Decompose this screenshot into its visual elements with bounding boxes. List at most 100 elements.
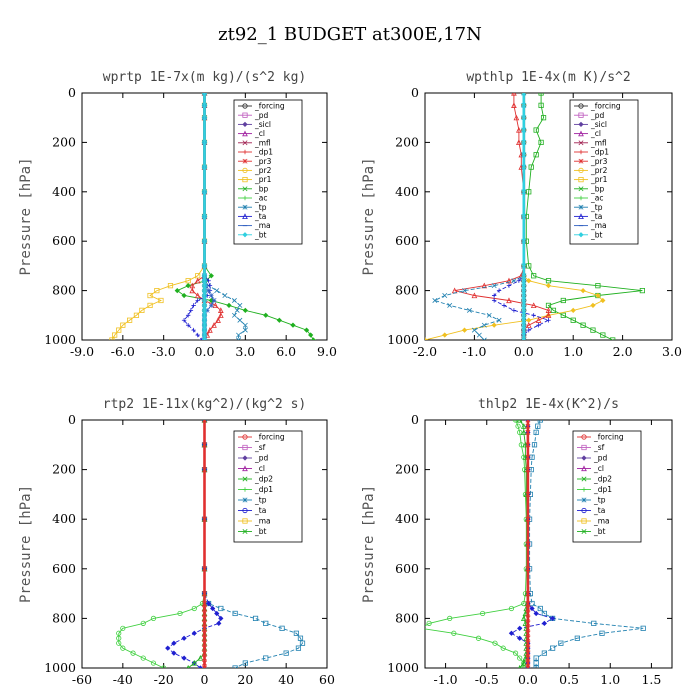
series-point-tp <box>283 650 289 656</box>
y-tick-label: 800 <box>52 283 76 298</box>
legend-marker <box>581 476 587 482</box>
series-point-bp <box>545 278 552 284</box>
series-point-ta <box>206 278 211 283</box>
series-point-dp1 <box>513 114 520 121</box>
series-group <box>425 93 645 340</box>
series-point-dp2 <box>522 441 529 448</box>
series-point-ta <box>511 308 517 313</box>
series-point-ta <box>496 288 502 293</box>
series-point-ta <box>191 630 197 636</box>
series-point-bt <box>521 273 527 279</box>
legend-label: _pr1 <box>590 175 608 184</box>
series-point-tp <box>496 317 502 323</box>
series-point-pr2 <box>127 317 133 323</box>
series-point-tp <box>531 442 538 448</box>
legend-marker <box>578 232 584 238</box>
series-point-tp <box>466 307 472 313</box>
series-point-forcing <box>525 630 531 636</box>
y-tick-label: 400 <box>395 511 419 526</box>
series-point-forcing <box>202 467 207 473</box>
series-point-dp1 <box>419 626 423 630</box>
series-point-tp <box>293 630 299 636</box>
legend-label: _ma <box>590 221 607 230</box>
series-point-bp <box>276 317 282 323</box>
series-point-tp <box>299 640 306 646</box>
series-point-bt <box>201 287 208 294</box>
legend-marker <box>242 158 248 164</box>
legend-label: _ta <box>254 212 266 221</box>
series-point-ta <box>188 308 194 313</box>
series-point-bt <box>521 327 527 333</box>
series-point-bt <box>201 273 208 279</box>
series-point-dp1 <box>518 442 524 448</box>
x-tick-label: 1.0 <box>563 344 583 359</box>
series-point-forcing <box>202 566 207 572</box>
y-tick-label: 1000 <box>387 660 419 675</box>
series-point-ta <box>536 322 541 328</box>
series-point-dp1 <box>161 665 167 668</box>
series-group <box>116 420 306 668</box>
series-point-ta <box>195 332 200 338</box>
y-tick-label: 200 <box>395 462 419 477</box>
series-point-bt <box>521 317 527 323</box>
series-point-bt <box>521 238 527 244</box>
panel-1: wprtp 1E-7x(m kg)/(s^2 kg) Pressure [hPa]… <box>18 70 337 359</box>
series-point-tp <box>263 655 269 661</box>
series-point-dp1 <box>508 605 515 612</box>
y-tick-label: 200 <box>395 134 419 149</box>
series-point-ta <box>191 303 196 308</box>
series-point-bp <box>226 302 232 309</box>
series-point-bt <box>521 214 527 219</box>
series-point-ta <box>171 640 177 646</box>
series-point-tp <box>252 615 259 622</box>
series-point-pr2 <box>526 317 532 323</box>
series-point-forcing <box>202 442 207 448</box>
series-point-dp1 <box>545 312 552 318</box>
series-point-ta <box>218 615 224 622</box>
series-point-bt <box>201 283 208 289</box>
x-tick-label: 6.0 <box>276 344 296 359</box>
x-tick-label: -20 <box>154 672 174 687</box>
series-point-tp <box>537 420 543 423</box>
series-point-ta <box>529 605 535 612</box>
series-point-forcing <box>525 591 531 597</box>
series-point-bt <box>521 115 527 121</box>
series-point-dp1 <box>150 615 157 622</box>
legend-label: _tp <box>254 496 267 505</box>
legend-marker <box>578 149 584 155</box>
series-point-tp <box>237 317 243 323</box>
x-tick-label: 3.0 <box>662 344 682 359</box>
legend-label: _dp1 <box>254 148 273 157</box>
series-point-bp <box>533 152 539 158</box>
legend-label: _dp1 <box>254 485 273 494</box>
series-point-bt <box>521 322 527 328</box>
series-point-dp1 <box>212 302 219 309</box>
series-point-forcing <box>202 625 207 631</box>
series-line-tp <box>529 420 644 668</box>
series-point-forcing <box>525 660 531 666</box>
legend-marker <box>242 130 248 137</box>
legend-marker <box>581 497 587 503</box>
legend-label: _bp <box>254 184 269 193</box>
series-point-dp1 <box>471 292 478 299</box>
series-line-dp1 <box>454 93 549 340</box>
legend-marker <box>581 529 587 534</box>
legend-marker <box>581 518 587 524</box>
series-point-ta <box>181 655 187 661</box>
legend-marker <box>242 434 248 440</box>
legend-marker <box>578 112 584 118</box>
legend-label: _dp2 <box>254 475 273 484</box>
legend-label: _bp <box>590 184 605 193</box>
series-point-forcing <box>525 454 531 460</box>
legend-marker <box>578 186 584 192</box>
series-point-dp1 <box>120 625 126 631</box>
series-point-dp2 <box>516 420 523 423</box>
series-point-bp <box>538 102 544 108</box>
series-point-bt <box>521 93 527 96</box>
y-tick-label: 0 <box>68 412 76 427</box>
x-tick-label: 0 <box>201 672 209 687</box>
legend-label: _dp1 <box>590 148 609 157</box>
series-point-tp <box>486 312 492 318</box>
panel-3: rtp2 1E-11x(kg^2)/(kg^2 s) Pressure [hPa]… <box>18 397 335 687</box>
